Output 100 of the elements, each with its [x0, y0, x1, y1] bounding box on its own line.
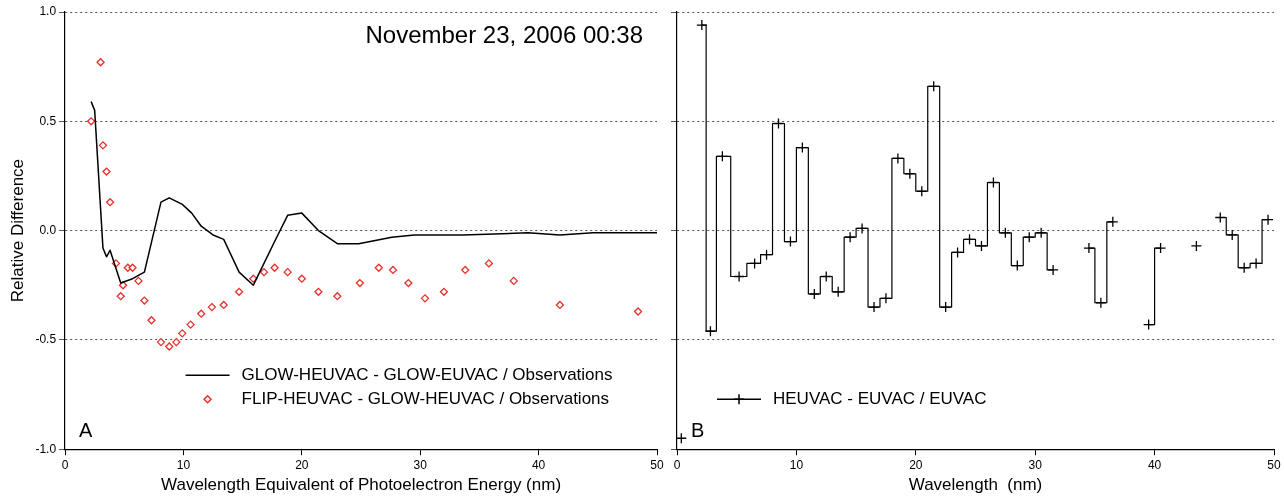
point	[748, 257, 761, 270]
point	[259, 267, 269, 277]
point	[102, 167, 111, 176]
point	[147, 316, 156, 325]
point	[355, 278, 365, 288]
point	[1011, 259, 1023, 272]
point	[140, 296, 149, 305]
point	[1095, 297, 1107, 309]
x-tick-label: 0	[61, 457, 69, 472]
legend-label: HEUVAC - EUVAC / EUVAC	[773, 388, 987, 408]
point	[1154, 242, 1167, 254]
point	[116, 292, 125, 301]
point	[716, 150, 729, 162]
annotation: A	[79, 418, 94, 441]
x-tick-label: 10	[176, 457, 191, 472]
point	[1250, 257, 1262, 270]
point	[772, 117, 785, 130]
x-tick-label: 20	[295, 457, 309, 472]
point	[904, 168, 916, 180]
point	[96, 58, 105, 67]
point	[696, 19, 708, 31]
point	[999, 227, 1011, 239]
x-tick-label: 40	[531, 457, 546, 472]
point	[314, 287, 323, 296]
point	[420, 294, 430, 303]
point	[388, 265, 398, 275]
x-tick-label: 30	[413, 457, 428, 472]
x-tick-label: 0	[673, 457, 681, 472]
point	[461, 265, 470, 275]
point	[404, 278, 413, 288]
point	[207, 302, 217, 312]
x-axis-title: Wavelength Equivalent of Photoelectron Energy (nm)	[161, 475, 562, 495]
point	[219, 300, 228, 310]
point	[856, 222, 868, 235]
point	[975, 240, 988, 252]
point	[832, 286, 844, 298]
annotation: November 23, 2006 00:38	[365, 20, 643, 48]
point	[1047, 264, 1059, 276]
point	[928, 80, 940, 92]
point	[892, 152, 904, 165]
legend-label: GLOW-HEUVAC - GLOW-EUVAC / Observations	[241, 364, 613, 384]
x-tick-label: 50	[650, 457, 664, 472]
point	[1214, 211, 1226, 224]
point	[820, 270, 832, 283]
point	[1226, 229, 1238, 241]
point	[1190, 240, 1203, 252]
point	[987, 176, 1000, 189]
point	[868, 301, 880, 313]
point	[283, 267, 292, 277]
point	[98, 141, 108, 150]
point	[128, 263, 137, 272]
point	[484, 259, 494, 268]
point	[844, 231, 856, 243]
point	[105, 198, 115, 207]
x-tick-label: 40	[1147, 457, 1162, 472]
x-tick-label: 20	[909, 457, 923, 472]
point	[951, 246, 964, 259]
point	[1262, 214, 1274, 226]
y-tick-label: -0.5	[35, 332, 57, 347]
point	[333, 292, 342, 301]
point	[940, 301, 952, 313]
x-tick-label: 50	[1267, 457, 1281, 472]
point	[808, 288, 820, 300]
annotation: B	[691, 418, 705, 441]
point	[439, 287, 449, 296]
legend-label: FLIP-HEUVAC - GLOW-HEUVAC / Observations	[241, 388, 610, 408]
point	[186, 320, 195, 329]
point	[555, 300, 565, 310]
point	[760, 249, 773, 261]
point	[270, 263, 279, 272]
point	[1083, 242, 1095, 254]
point	[1238, 262, 1250, 274]
y-tick-label: -1.0	[35, 441, 57, 456]
point	[118, 281, 128, 290]
x-axis-title: Wavelength (nm)	[908, 475, 1043, 495]
point	[134, 276, 143, 286]
point	[249, 274, 258, 283]
point	[172, 337, 181, 347]
point	[509, 276, 518, 286]
point	[197, 309, 206, 318]
point	[1107, 216, 1119, 228]
point	[156, 337, 166, 347]
x-tick-label: 30	[1028, 457, 1043, 472]
point	[784, 235, 797, 248]
point	[916, 185, 928, 197]
point	[1035, 227, 1047, 239]
point	[297, 274, 306, 283]
y-tick-label: 0.5	[39, 113, 57, 128]
point	[704, 325, 717, 337]
point	[374, 263, 383, 272]
point	[234, 287, 244, 296]
x-tick-label: 10	[789, 457, 804, 472]
y-tick-label: 1.0	[39, 4, 57, 19]
y-tick-label: 0.0	[39, 222, 57, 237]
point	[1023, 231, 1035, 243]
point	[733, 270, 745, 283]
point	[796, 141, 809, 154]
point	[165, 342, 174, 351]
point	[880, 292, 892, 305]
y-axis-title: Relative Difference	[7, 158, 27, 303]
